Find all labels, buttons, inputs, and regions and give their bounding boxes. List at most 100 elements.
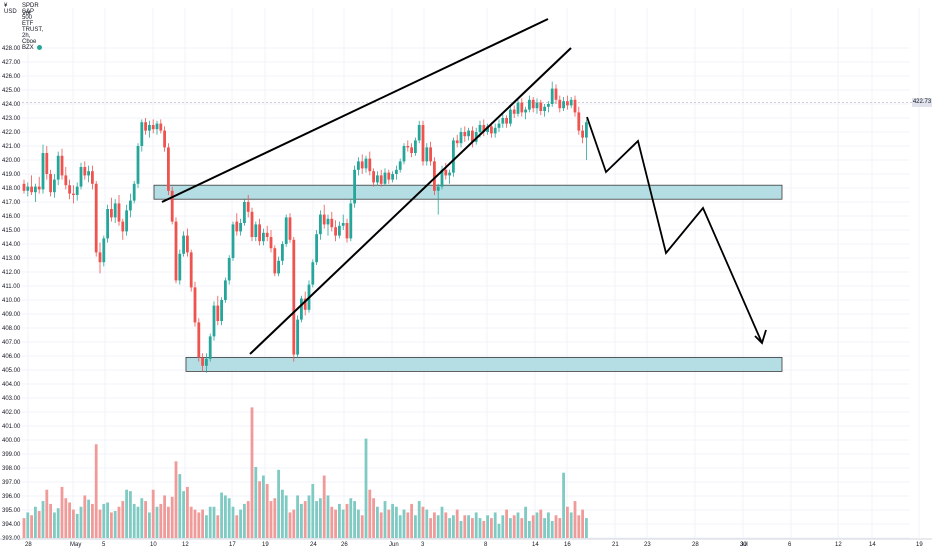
price-tick-label: 411.00 bbox=[2, 284, 21, 290]
candle-body bbox=[421, 125, 425, 162]
price-tick-label: 416.00 bbox=[2, 214, 21, 220]
candle bbox=[585, 119, 588, 160]
candle bbox=[53, 174, 56, 198]
candle-body bbox=[288, 217, 292, 240]
candle-body bbox=[524, 109, 527, 113]
volume-bar bbox=[79, 506, 83, 538]
candle-body bbox=[193, 287, 197, 323]
candle-body bbox=[311, 262, 315, 285]
price-tick-label: 402.00 bbox=[2, 410, 21, 416]
candle-body bbox=[566, 101, 569, 106]
candle-body bbox=[110, 209, 113, 218]
volume-bar bbox=[531, 515, 535, 538]
volume-bar bbox=[379, 512, 383, 538]
lower-trendline[interactable] bbox=[249, 47, 572, 355]
volume-bar bbox=[452, 515, 455, 538]
candle-body bbox=[360, 161, 364, 169]
candle-body bbox=[543, 106, 546, 111]
volume-bar bbox=[429, 518, 432, 538]
time-tick-label: 19 bbox=[916, 542, 923, 548]
candle bbox=[151, 119, 155, 134]
candle-body bbox=[471, 130, 474, 142]
volume-bar bbox=[144, 501, 147, 538]
volume-bar bbox=[357, 509, 360, 538]
time-tick-label: 12 bbox=[835, 542, 842, 548]
volume-bar bbox=[554, 515, 558, 538]
projection-path[interactable] bbox=[586, 116, 763, 344]
price-tick-label: 413.00 bbox=[2, 256, 21, 262]
time-tick-label: 28 bbox=[692, 542, 699, 548]
zones[interactable] bbox=[153, 184, 783, 372]
candle-body bbox=[425, 147, 429, 162]
candle bbox=[482, 119, 486, 137]
volume-bar bbox=[573, 501, 577, 538]
candle bbox=[75, 182, 79, 201]
volume-bar bbox=[376, 506, 379, 538]
price-tick-label: 398.00 bbox=[2, 466, 21, 472]
volume-bar bbox=[94, 444, 98, 538]
candle-body bbox=[227, 258, 231, 281]
candle-body bbox=[558, 99, 562, 109]
price-tick-label: 420.00 bbox=[2, 158, 21, 164]
candle bbox=[573, 95, 577, 117]
candle bbox=[49, 169, 52, 197]
time-tick-label: 24 bbox=[310, 542, 317, 548]
time-tick-label: 19 bbox=[262, 542, 269, 548]
volume-bar bbox=[72, 509, 75, 538]
volume-bar bbox=[490, 518, 493, 538]
candle bbox=[254, 221, 258, 242]
volume-bar bbox=[569, 512, 573, 538]
drawings[interactable] bbox=[161, 18, 767, 355]
volume-bar bbox=[307, 495, 311, 538]
upper-trendline[interactable] bbox=[161, 18, 549, 203]
candle bbox=[566, 95, 569, 110]
candle-body bbox=[497, 123, 501, 128]
price-tick-label: 394.00 bbox=[2, 522, 21, 528]
candle-body bbox=[391, 174, 394, 180]
candle-body bbox=[212, 305, 216, 337]
volume-bar bbox=[155, 506, 159, 538]
candle-body bbox=[554, 88, 558, 100]
candle bbox=[117, 195, 121, 226]
volume-bar bbox=[512, 515, 516, 538]
volume-bars bbox=[22, 407, 588, 538]
candle bbox=[91, 165, 94, 190]
candle-body bbox=[414, 140, 417, 153]
candle bbox=[246, 195, 250, 218]
candle bbox=[433, 157, 436, 195]
candle bbox=[562, 97, 565, 111]
volume-bar bbox=[341, 509, 345, 538]
candle-body bbox=[512, 109, 516, 114]
volume-bar bbox=[41, 501, 45, 538]
volume-bar bbox=[98, 509, 102, 538]
candle-body bbox=[429, 147, 432, 162]
candle bbox=[56, 151, 60, 186]
candle bbox=[303, 291, 307, 316]
support-zone[interactable] bbox=[185, 356, 783, 372]
candle bbox=[436, 183, 440, 215]
candle-body bbox=[341, 223, 345, 226]
candle bbox=[524, 106, 527, 120]
candle bbox=[334, 220, 337, 242]
candle bbox=[577, 106, 581, 135]
time-tick-label: 23 bbox=[644, 542, 651, 548]
candle-body bbox=[482, 125, 486, 132]
price-tick-label: 426.00 bbox=[2, 74, 21, 80]
volume-bar bbox=[45, 489, 49, 538]
price-axis[interactable]: 393.00394.00395.00396.00397.00398.00399.… bbox=[2, 46, 21, 542]
candle bbox=[129, 193, 132, 218]
candle-body bbox=[410, 147, 413, 153]
volume-bar bbox=[543, 518, 546, 538]
volume-bar bbox=[113, 511, 117, 538]
volume-bar bbox=[239, 509, 242, 538]
resistance-zone[interactable] bbox=[153, 184, 783, 200]
volume-bar bbox=[159, 503, 163, 538]
volume-bar bbox=[189, 506, 193, 538]
candle bbox=[121, 218, 125, 240]
volume-bar bbox=[550, 520, 554, 538]
candle bbox=[357, 157, 360, 176]
candle bbox=[212, 301, 216, 341]
candle-body bbox=[231, 224, 235, 258]
